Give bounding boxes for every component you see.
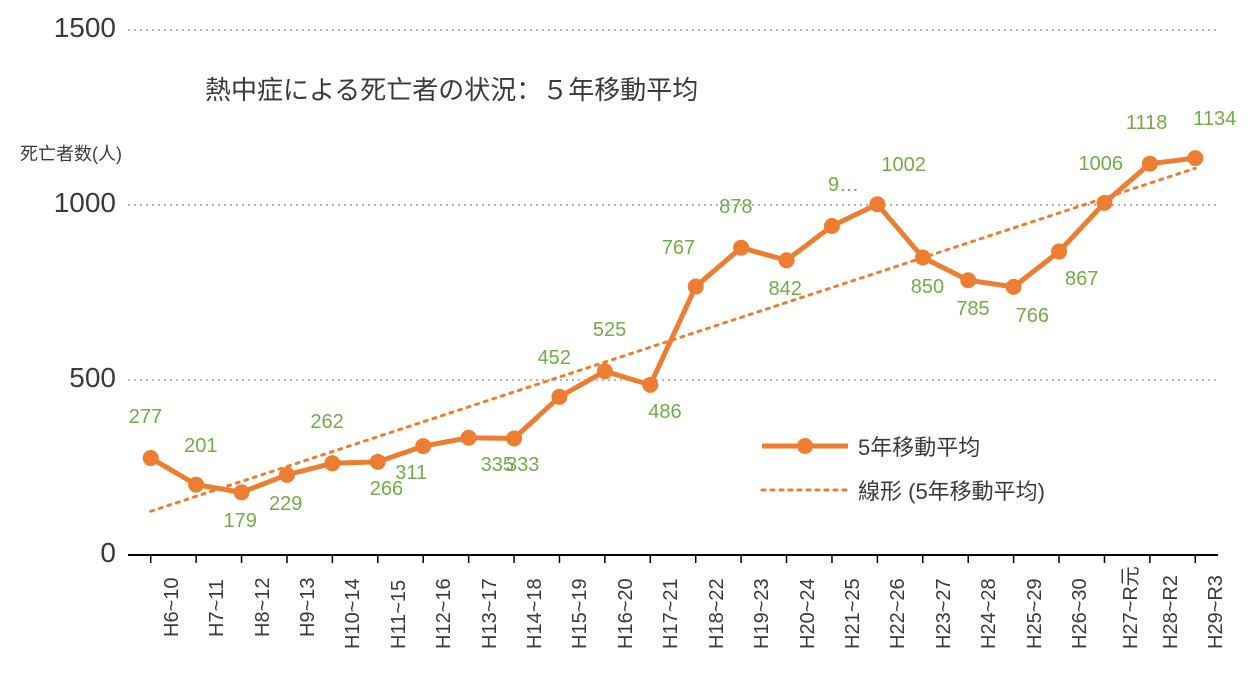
- x-tick-label: H16~20: [615, 578, 638, 649]
- y-tick-label: 500: [16, 362, 116, 394]
- data-label: 766: [1016, 305, 1049, 328]
- data-label: 785: [956, 298, 989, 321]
- data-label: 1118: [1126, 112, 1168, 135]
- x-tick-label: H21~25: [842, 578, 865, 649]
- x-tick-label: H19~23: [751, 578, 774, 649]
- x-tick-label: H23~27: [933, 578, 956, 649]
- y-axis-title: 死亡者数(人): [20, 140, 122, 166]
- x-tick-label: H18~22: [706, 578, 729, 649]
- x-tick-label: H22~26: [887, 578, 910, 649]
- data-label: 878: [719, 196, 752, 219]
- legend-label: 線形 (5年移動平均): [858, 474, 1045, 506]
- data-label: 867: [1065, 268, 1098, 291]
- data-label: 1134: [1193, 108, 1236, 131]
- legend-line-icon: [760, 434, 850, 458]
- x-tick-label: H11~15: [388, 580, 411, 649]
- x-tick-label: H14~18: [524, 578, 547, 649]
- legend-item: 線形 (5年移動平均): [760, 474, 1045, 506]
- data-label: 1006: [1078, 153, 1123, 176]
- x-tick-label: H12~16: [433, 578, 456, 649]
- x-tick-label: H26~30: [1069, 578, 1092, 649]
- x-tick-label: H10~14: [342, 578, 365, 649]
- x-tick-label: H29~R3: [1205, 575, 1228, 649]
- data-label: 179: [224, 510, 257, 533]
- y-tick-label: 1500: [16, 12, 116, 44]
- y-tick-label: 1000: [16, 187, 116, 219]
- data-label: 452: [537, 347, 570, 370]
- y-tick-label: 0: [16, 537, 116, 569]
- legend-item: 5年移動平均: [760, 430, 1045, 462]
- data-label: 850: [911, 276, 944, 299]
- data-label: 229: [269, 493, 302, 516]
- data-label: 311: [395, 462, 427, 485]
- x-tick-label: H20~24: [797, 578, 820, 649]
- data-label: 262: [310, 411, 343, 434]
- x-tick-label: H24~28: [978, 578, 1001, 649]
- data-label: 525: [593, 319, 626, 342]
- chart-legend: 5年移動平均線形 (5年移動平均): [760, 430, 1045, 518]
- x-tick-label: H17~21: [660, 578, 683, 649]
- data-label: 333: [506, 454, 539, 477]
- data-label: 842: [769, 278, 802, 301]
- chart-title: 熱中症による死亡者の状況：５年移動平均: [205, 70, 698, 107]
- x-tick-label: H9~13: [297, 578, 320, 638]
- data-label: 201: [184, 435, 217, 458]
- data-label: 277: [129, 406, 162, 429]
- x-tick-label: H27~R元: [1114, 566, 1143, 649]
- x-tick-label: H25~29: [1024, 578, 1047, 649]
- data-label: 486: [648, 401, 681, 424]
- x-tick-label: H7~11: [206, 579, 229, 637]
- x-tick-label: H28~R2: [1160, 575, 1183, 649]
- x-tick-label: H6~10: [161, 578, 184, 638]
- x-tick-label: H8~12: [252, 578, 275, 638]
- legend-label: 5年移動平均: [858, 430, 980, 462]
- data-label: 9…: [828, 174, 859, 197]
- x-tick-label: H13~17: [479, 578, 502, 649]
- data-label: 1002: [881, 154, 926, 177]
- x-tick-label: H15~19: [569, 578, 592, 649]
- data-label: 767: [662, 237, 695, 260]
- legend-dotted-icon: [760, 478, 850, 502]
- chart-container: 熱中症による死亡者の状況：５年移動平均 死亡者数(人) 0 500 1000 1500…: [0, 0, 1252, 700]
